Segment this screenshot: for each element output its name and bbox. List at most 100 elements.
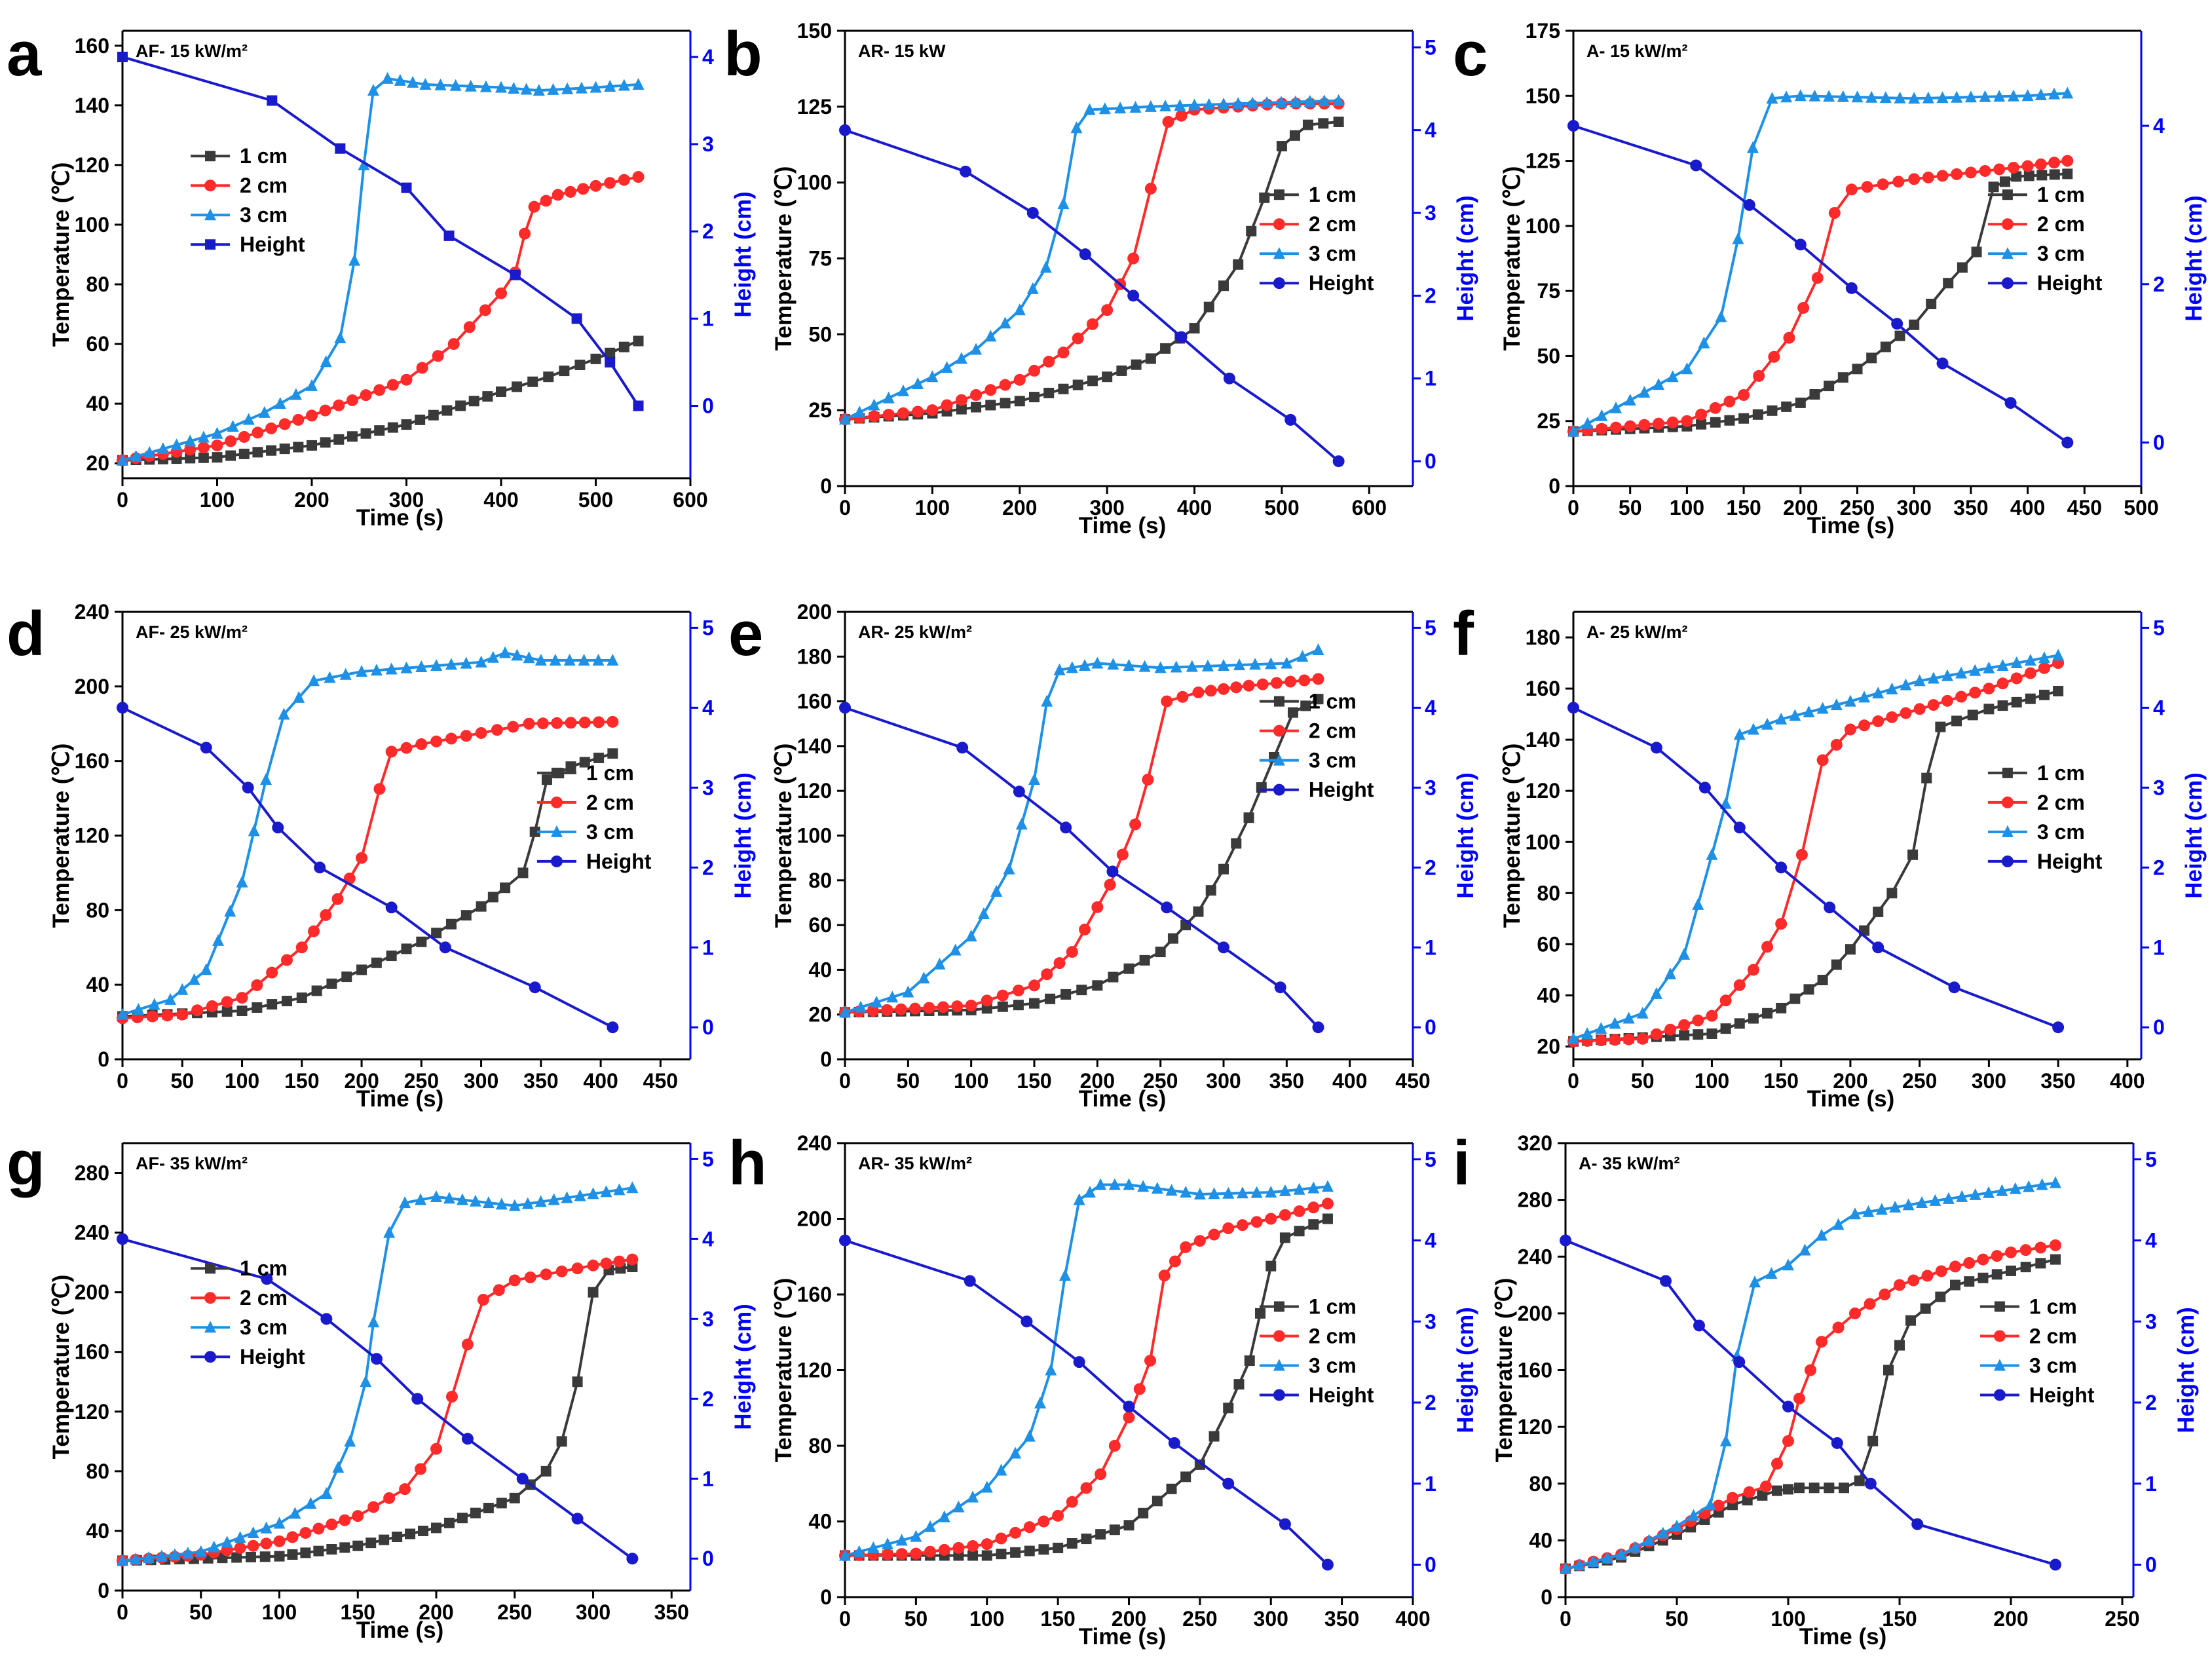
legend-label: 1 cm	[2037, 761, 2085, 785]
x-axis-label: Time (s)	[1799, 1624, 1887, 1650]
data-point-cm3	[1969, 664, 1981, 676]
data-point-cm3	[224, 905, 236, 917]
data-point-cm2	[2061, 155, 2074, 167]
data-point-cm2	[251, 979, 263, 991]
data-point-cm1	[496, 386, 506, 397]
y2-tick-label: 1	[2153, 935, 2165, 959]
y2-tick-label: 1	[702, 1467, 714, 1490]
data-point-cm3	[1951, 90, 1963, 103]
data-point-cm1	[588, 1287, 599, 1298]
legend-marker	[2001, 825, 2014, 837]
legend-marker	[550, 796, 563, 808]
data-point-cm1	[1757, 1490, 1768, 1501]
data-point-cm2	[618, 174, 630, 186]
data-point-cm3	[965, 930, 977, 942]
data-point-cm2	[1793, 1392, 1805, 1405]
data-point-cm2	[400, 742, 413, 754]
x-tick-label: 200	[1783, 496, 1818, 519]
data-point-cm2	[577, 183, 590, 195]
data-point-cm1	[1279, 1232, 1290, 1243]
data-point-cm3	[148, 998, 160, 1010]
data-point-cm2	[225, 435, 237, 447]
data-point-cm2	[1161, 695, 1173, 707]
data-point-cm1	[1991, 1269, 2002, 1280]
data-point-cm2	[373, 783, 386, 795]
data-point-cm3	[168, 1548, 181, 1560]
data-point-height	[1660, 1275, 1672, 1287]
data-point-cm2	[938, 1543, 950, 1556]
data-point-cm3	[1581, 1027, 1594, 1039]
data-point-cm3	[184, 434, 197, 447]
data-point-height	[461, 1433, 474, 1445]
data-point-cm3	[1609, 1017, 1621, 1029]
data-point-cm1	[405, 1528, 416, 1539]
data-point-cm2	[1733, 979, 1746, 991]
data-point-cm2	[941, 399, 953, 411]
data-point-cm3	[1596, 409, 1608, 421]
x-tick-label: 300	[1972, 1069, 2006, 1093]
data-point-cm2	[191, 1004, 204, 1017]
y-tick-label: 60	[86, 332, 109, 356]
panel-letter: g	[7, 1128, 45, 1198]
y2-tick-label: 5	[702, 1147, 714, 1171]
data-point-cm1	[1152, 1496, 1163, 1507]
y-tick-label: 100	[797, 171, 832, 195]
data-point-height	[1650, 742, 1662, 754]
data-point-cm3	[1858, 690, 1871, 703]
legend-label: 1 cm	[586, 761, 634, 785]
data-point-cm3	[370, 664, 383, 676]
y-tick-label: 50	[1537, 344, 1560, 368]
y-tick-label: 0	[820, 474, 832, 498]
data-point-height	[1021, 1315, 1033, 1328]
data-point-cm3	[456, 1193, 468, 1205]
y2-tick-label: 4	[2153, 696, 2165, 719]
y2-tick-label: 1	[1425, 935, 1436, 959]
data-point-cm3	[1186, 660, 1198, 672]
data-point-cm3	[339, 668, 352, 680]
data-point-cm3	[290, 388, 302, 400]
data-point-cm3	[1780, 90, 1793, 103]
y-tick-label: 120	[1518, 1415, 1552, 1439]
data-point-cm3	[613, 1183, 626, 1196]
x-tick-label: 50	[170, 1069, 194, 1093]
legend-marker	[1273, 218, 1285, 231]
data-point-cm3	[1218, 97, 1229, 109]
data-point-cm2	[924, 1545, 937, 1558]
data-point-cm3	[1154, 661, 1167, 673]
x-tick-label: 250	[404, 1069, 439, 1093]
y2-tick-label: 5	[2153, 616, 2165, 639]
y-tick-label: 160	[75, 749, 109, 773]
data-point-cm1	[392, 1532, 403, 1543]
data-point-cm2	[1941, 694, 1953, 707]
legend-marker	[2001, 277, 2014, 290]
panel-h: 0 50 100 150 200 250 300 350 4000408012016020024…	[728, 1128, 1478, 1650]
data-point-cm3	[604, 79, 616, 92]
x-tick-label: 350	[654, 1600, 689, 1624]
data-point-cm2	[2021, 160, 2034, 172]
data-point-cm1	[1076, 985, 1087, 996]
data-point-cm3	[1681, 362, 1693, 375]
data-point-cm3	[839, 1006, 851, 1018]
data-point-cm2	[475, 726, 487, 739]
data-point-cm3	[1964, 90, 1977, 103]
data-point-cm3	[1159, 100, 1172, 112]
data-point-cm3	[2052, 649, 2065, 661]
data-point-cm2	[176, 1008, 189, 1021]
data-point-cm2	[1872, 715, 1884, 728]
data-point-cm3	[181, 1547, 194, 1559]
data-point-cm2	[356, 852, 368, 864]
data-point-cm3	[200, 963, 212, 975]
y-tick-label: 200	[1518, 1302, 1552, 1325]
data-point-cm2	[523, 717, 535, 730]
data-point-cm1	[2025, 693, 2036, 704]
data-point-cm2	[1193, 1235, 1206, 1247]
data-point-cm3	[164, 992, 177, 1005]
data-point-cm1	[431, 928, 442, 939]
data-point-height	[1743, 198, 1755, 211]
data-point-cm3	[563, 653, 576, 666]
x-tick-label: 250	[1840, 496, 1875, 519]
data-point-cm3	[1799, 1243, 1811, 1256]
data-point-cm3	[839, 413, 851, 425]
data-point-cm2	[146, 1010, 159, 1023]
series-line-cm1	[845, 1217, 1328, 1557]
